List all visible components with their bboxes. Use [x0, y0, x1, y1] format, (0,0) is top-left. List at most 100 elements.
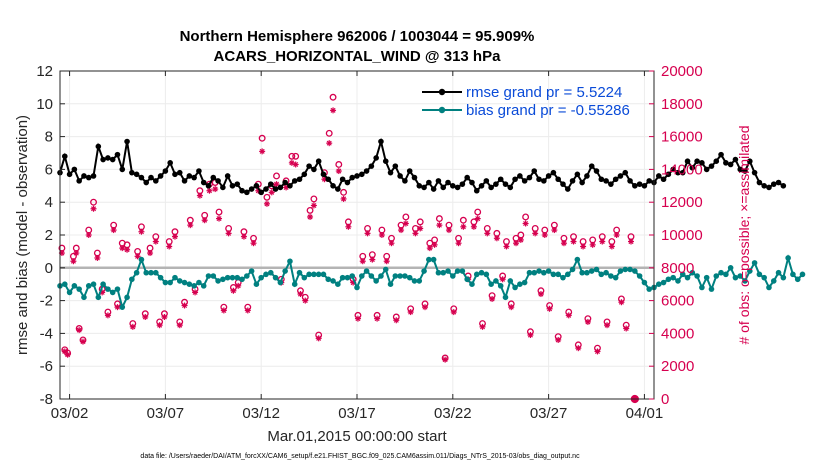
asterisk-stroke — [245, 307, 251, 313]
obs-assimilated-point — [166, 243, 173, 250]
rmse-point — [244, 189, 250, 196]
rmse-point — [416, 183, 423, 189]
asterisk-stroke — [345, 224, 351, 230]
bias-point — [76, 286, 82, 292]
bias-point — [603, 269, 609, 276]
asterisk-stroke — [590, 242, 596, 248]
asterisk-stroke — [94, 255, 100, 261]
rmse-point — [497, 176, 504, 183]
bias-point — [660, 279, 667, 286]
rmse-point — [176, 169, 183, 176]
x-tick-label: 03/12 — [242, 405, 280, 422]
bias-point — [790, 271, 796, 278]
bias-point — [368, 273, 375, 279]
asterisk-stroke — [259, 148, 265, 154]
y-axis-left-ticks: -8 -6 -4 -2 0 2 4 6 8 10 12 — [36, 63, 65, 408]
rmse-point — [344, 179, 351, 186]
bias-point — [287, 258, 293, 265]
rmse-point — [382, 158, 389, 164]
rmse-point — [411, 174, 418, 181]
obs-assimilated-point — [499, 276, 506, 283]
obs-assimilated-point — [613, 232, 620, 238]
rmse-point — [632, 183, 638, 189]
bias-point — [751, 260, 758, 266]
y-left-tick-label: -2 — [40, 293, 53, 310]
bias-point — [263, 271, 269, 278]
bias-point — [71, 283, 78, 289]
rmse-point — [397, 173, 403, 179]
asterisk-stroke — [532, 230, 538, 236]
asterisk-stroke — [523, 220, 529, 227]
asterisk-stroke — [336, 168, 342, 174]
rmse-point — [569, 178, 576, 184]
obs-assimilated-point — [240, 233, 247, 240]
asterisk-stroke — [70, 258, 76, 264]
bias-point — [61, 281, 68, 288]
asterisk-stroke — [575, 345, 581, 351]
asterisk-stroke — [508, 304, 514, 310]
bias-point — [133, 269, 140, 276]
rmse-point — [718, 151, 724, 158]
obs-assimilated-point — [551, 227, 558, 234]
asterisk-stroke — [202, 217, 208, 223]
rmse-point — [751, 169, 758, 176]
rmse-point — [742, 168, 748, 174]
bias-point — [655, 281, 662, 288]
bias-point — [560, 274, 566, 281]
y-left-tick-label: 4 — [45, 194, 53, 211]
asterisk-stroke — [135, 253, 141, 259]
obs-assimilated-point — [201, 217, 208, 224]
rmse-point — [713, 158, 720, 164]
bias-point — [176, 278, 183, 284]
obs-possible-point — [474, 208, 482, 216]
rmse-point — [636, 181, 643, 187]
bias-point — [617, 268, 624, 274]
asterisk-stroke — [365, 230, 371, 236]
bias-point — [641, 279, 648, 286]
rmse-point — [229, 183, 236, 189]
obs-assimilated-point — [171, 233, 178, 240]
obs-assimilated-point — [134, 253, 141, 260]
obs-assimilated-point — [230, 287, 237, 294]
rmse-point — [287, 183, 293, 189]
obs-possible-point — [306, 206, 314, 214]
y-right-tick-label: 0 — [661, 391, 669, 408]
rmse-point — [306, 163, 312, 169]
bias-point — [167, 279, 173, 286]
rmse-point — [71, 166, 78, 173]
asterisk-stroke — [147, 250, 153, 256]
rmse-point — [531, 168, 538, 174]
asterisk-stroke — [172, 234, 178, 240]
bias-point — [392, 273, 399, 279]
bias-point — [397, 273, 403, 279]
bias-point — [579, 269, 585, 276]
bias-point — [205, 273, 212, 279]
asterisk-stroke — [538, 291, 544, 297]
rmse-point — [349, 174, 356, 181]
asterisk-stroke — [561, 240, 567, 246]
asterisk-stroke — [230, 288, 236, 294]
rmse-point — [593, 168, 600, 174]
rmse-point — [660, 176, 667, 183]
rmse-point — [727, 161, 734, 168]
bias-point — [373, 278, 379, 284]
obs-assimilated-point — [470, 223, 477, 230]
obs-assimilated-point — [570, 238, 577, 245]
asterisk-stroke — [500, 276, 506, 282]
asterisk-stroke — [269, 189, 275, 195]
y-axis-left-label: rmse and bias (model - observation) — [14, 115, 31, 355]
obs-assimilated-point — [250, 240, 257, 247]
rmse-point — [358, 171, 365, 178]
obs-assimilated-point — [364, 230, 371, 237]
asterisk-stroke — [422, 304, 428, 310]
bias-point — [766, 284, 772, 291]
rmse-point — [258, 189, 264, 196]
rmse-point — [560, 181, 566, 187]
bias-point — [478, 269, 485, 276]
bias-point — [445, 268, 451, 274]
y-right-tick-label: 8000 — [661, 260, 694, 277]
obs-assimilated-point — [383, 258, 390, 265]
obs-assimilated-point — [374, 315, 381, 322]
asterisk-stroke — [475, 216, 481, 222]
obs-possible-point — [263, 193, 271, 201]
